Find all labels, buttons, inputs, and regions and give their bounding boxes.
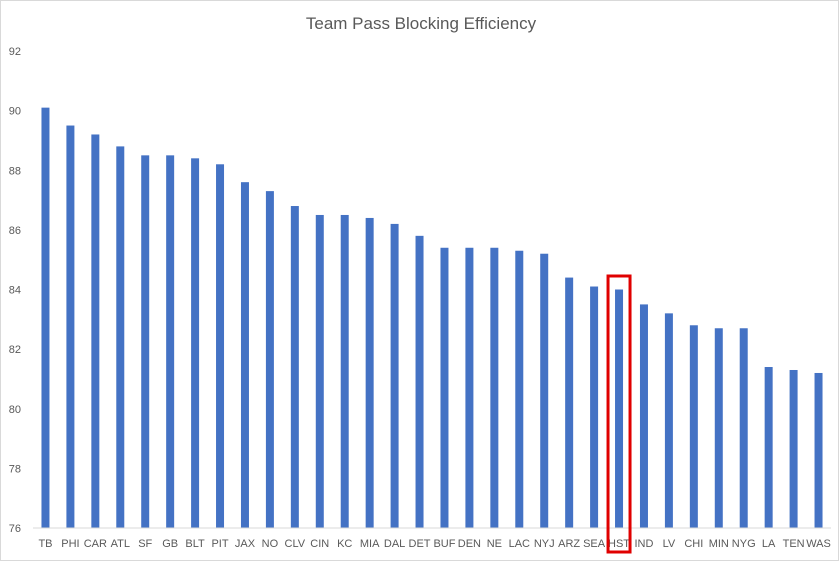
x-tick-label: CAR (84, 538, 107, 550)
y-tick-label: 90 (9, 106, 21, 118)
x-tick-label: NO (262, 538, 279, 550)
x-tick-label: SEA (583, 538, 606, 550)
bar-chi (689, 325, 698, 528)
x-tick-label: PIT (211, 538, 228, 550)
y-tick-label: 78 (9, 463, 21, 475)
x-tick-label: PHI (61, 538, 79, 550)
bar-car (91, 134, 100, 528)
bar-jax (240, 182, 249, 529)
x-tick-label: HST (608, 538, 630, 550)
x-tick-label: ARZ (558, 538, 580, 550)
x-tick-label: TEN (783, 538, 805, 550)
bar-sea (590, 286, 599, 528)
bar-det (415, 235, 424, 528)
highlight-box (606, 274, 632, 554)
bar-nyj (540, 253, 549, 528)
y-tick-label: 80 (9, 404, 21, 416)
bar-nyg (739, 328, 748, 528)
x-tick-label: IND (634, 538, 653, 550)
x-tick-label: NE (487, 538, 502, 550)
bar-gb (166, 155, 175, 528)
bar-min (714, 328, 723, 528)
x-tick-label: CIN (310, 538, 329, 550)
bar-la (764, 367, 773, 528)
bar-was (814, 372, 823, 528)
x-tick-label: CHI (684, 538, 703, 550)
bars (41, 107, 823, 529)
x-tick-label: GB (162, 538, 178, 550)
y-tick-label: 76 (9, 523, 21, 535)
x-tick-label: LAC (509, 538, 530, 550)
x-tick-label: TB (38, 538, 52, 550)
x-tick-label: ATL (111, 538, 130, 550)
x-tick-label: WAS (806, 538, 831, 550)
bar-ind (639, 304, 648, 528)
x-tick-label: NYG (732, 538, 756, 550)
x-tick-label: SF (138, 538, 152, 550)
bar-mia (365, 217, 374, 528)
x-tick-label: MIA (360, 538, 380, 550)
x-tick-label: LV (663, 538, 676, 550)
bar-tb (41, 107, 50, 529)
x-tick-label: BUF (433, 538, 455, 550)
y-tick-label: 84 (9, 285, 21, 297)
chart-title: Team Pass Blocking Efficiency (306, 14, 537, 33)
bar-arz (565, 277, 574, 528)
x-tick-label: NYJ (534, 538, 555, 550)
bar-ne (490, 247, 499, 528)
y-tick-label: 92 (9, 46, 21, 58)
x-tick-label: CLV (285, 538, 306, 550)
bar-hst (615, 289, 624, 528)
y-tick-label: 88 (9, 165, 21, 177)
bar-kc (340, 214, 349, 528)
x-tick-label: MIN (709, 538, 729, 550)
bar-phi (66, 125, 75, 528)
bar-clv (290, 206, 299, 528)
bar-den (465, 247, 474, 528)
bar-cin (315, 214, 324, 528)
bar-dal (390, 223, 399, 528)
bar-blt (191, 158, 200, 528)
bar-lv (664, 313, 673, 528)
bar-buf (440, 247, 449, 528)
x-axis-ticks: TB PHI CAR ATL SF GB BLT PIT JAX NO CLV CIN KC MIA DAL… (38, 538, 830, 550)
x-tick-label: KC (337, 538, 352, 550)
y-tick-label: 86 (9, 225, 21, 237)
bar-ten (789, 369, 798, 528)
x-tick-label: DAL (384, 538, 405, 550)
x-tick-label: LA (762, 538, 776, 550)
y-axis-ticks: 76 78 80 82 84 86 88 90 92 (9, 46, 21, 535)
bar-lac (515, 250, 524, 528)
x-tick-label: DEN (458, 538, 481, 550)
x-tick-label: JAX (235, 538, 256, 550)
x-tick-label: BLT (185, 538, 205, 550)
bar-atl (116, 146, 125, 528)
bar-pit (216, 164, 225, 528)
bar-no (265, 191, 274, 528)
y-tick-label: 82 (9, 344, 21, 356)
bar-sf (141, 155, 150, 528)
x-tick-label: DET (409, 538, 431, 550)
